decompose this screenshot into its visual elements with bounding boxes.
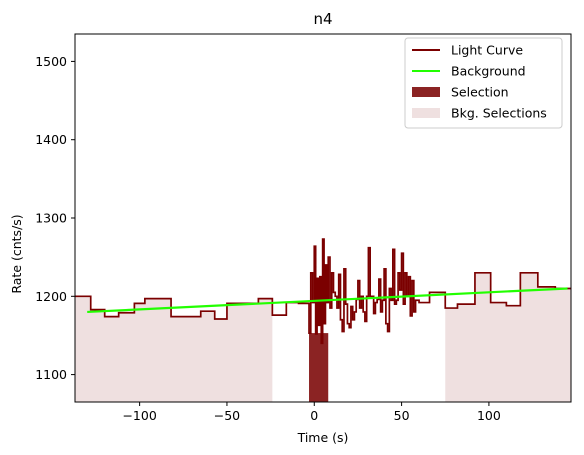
y-axis-label: Rate (cnts/s)	[9, 214, 24, 293]
y-axis: 1100 1200 1300 1400 1500	[35, 54, 75, 382]
legend: Light Curve Background Selection Bkg. Selec…	[404, 37, 563, 129]
legend-swatch-patch	[412, 87, 440, 97]
x-tick-label: −100	[122, 408, 156, 423]
chart-title: n4	[313, 10, 332, 28]
background-fit-line	[87, 287, 568, 314]
plot-area	[74, 33, 572, 403]
legend-label: Bkg. Selections	[451, 106, 547, 121]
x-tick-label: 0	[310, 408, 318, 423]
x-axis-label: Time (s)	[297, 430, 349, 445]
legend-swatch-patch	[412, 108, 440, 118]
bkg-selection-region-2	[445, 272, 571, 402]
selection-region	[309, 333, 329, 402]
x-axis: −100 −50 0 50 100	[122, 402, 501, 423]
y-tick-label: 1200	[35, 289, 67, 304]
y-tick-label: 1500	[35, 54, 67, 69]
plot-content	[75, 238, 571, 402]
x-tick-label: 50	[394, 408, 410, 423]
x-tick-label: −50	[214, 408, 240, 423]
y-tick-label: 1100	[35, 367, 67, 382]
y-tick-label: 1300	[35, 211, 67, 226]
legend-box	[404, 37, 563, 129]
bkg-selection-region-1	[75, 296, 273, 402]
x-tick-label: 100	[477, 408, 501, 423]
legend-label: Selection	[451, 85, 509, 100]
legend-label: Background	[451, 64, 526, 79]
legend-label: Light Curve	[451, 43, 523, 58]
y-tick-label: 1400	[35, 132, 67, 147]
